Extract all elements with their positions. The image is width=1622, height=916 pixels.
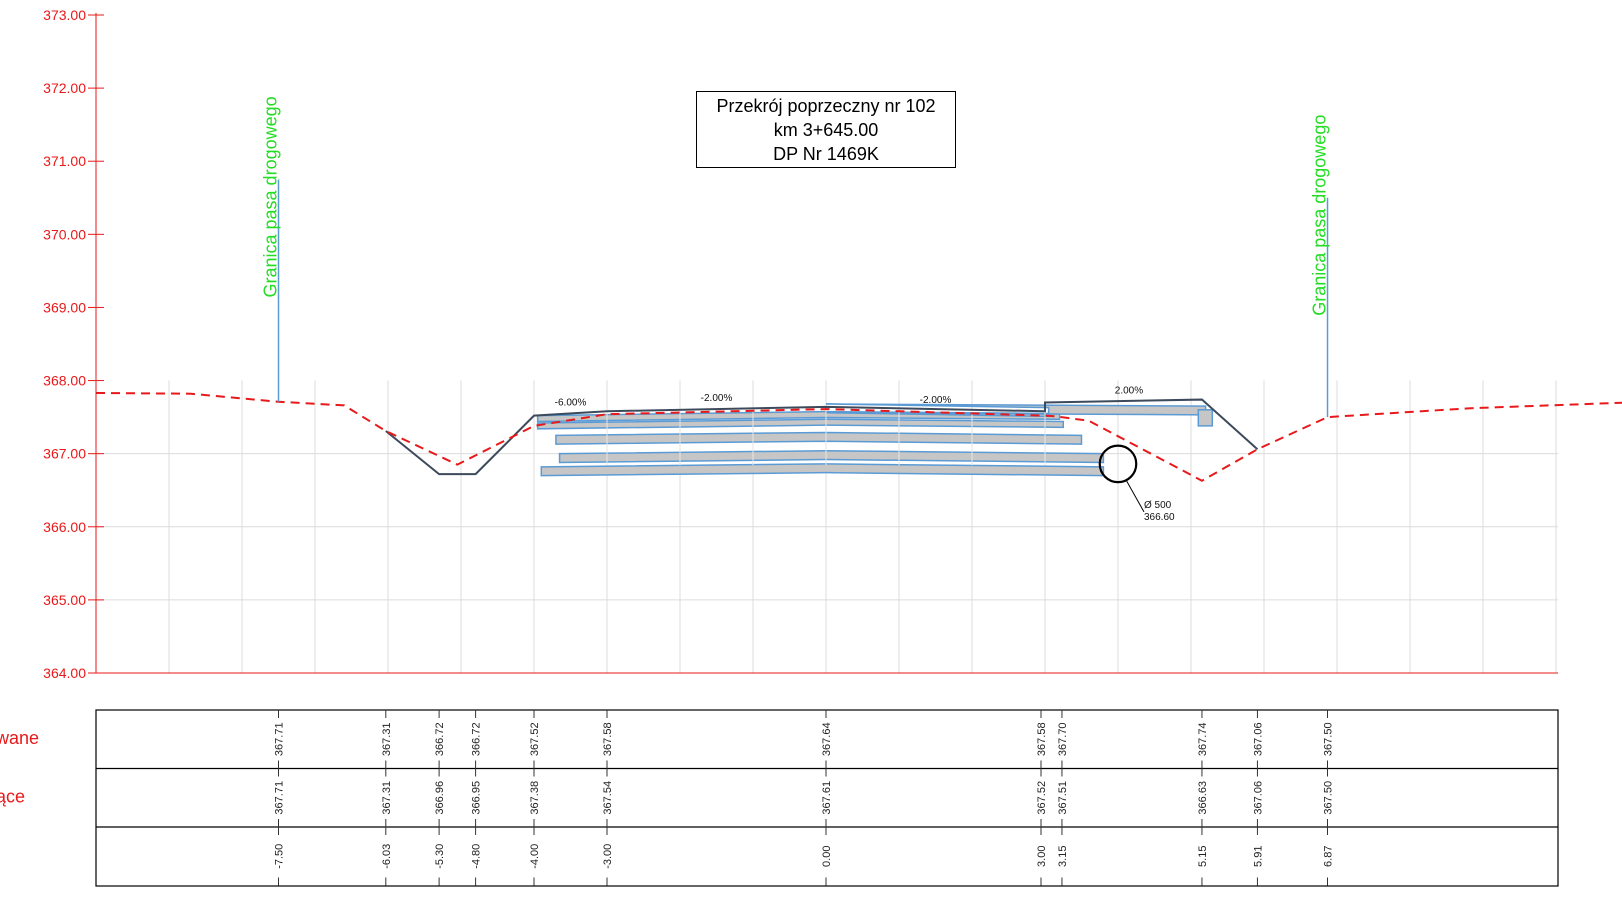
table-value: 367.71	[274, 722, 286, 756]
y-tick-label: 369.00	[43, 299, 86, 315]
table-value: 367.06	[1252, 722, 1264, 756]
pavement-layers	[536, 403, 1214, 477]
table-value: -7.50	[274, 844, 286, 869]
table-value: 3.00	[1036, 846, 1048, 867]
y-tick-label: 373.00	[43, 7, 86, 23]
y-tick-label: 370.00	[43, 226, 86, 242]
table-value: -4.00	[529, 844, 541, 869]
slope-label: -6.00%	[555, 397, 587, 408]
table-value: 366.96	[434, 781, 446, 815]
section-title-box: Przekrój poprzeczny nr 102 km 3+645.00 D…	[696, 91, 956, 168]
table-value: 367.38	[529, 781, 541, 815]
table-frame	[95, 709, 1559, 887]
table-value: 5.91	[1252, 846, 1264, 867]
table-value: -4.80	[471, 844, 483, 869]
table-value: 367.54	[602, 781, 614, 815]
y-tick-label: 367.00	[43, 446, 86, 462]
existing-terrain	[95, 391, 1622, 482]
design-profile	[385, 398, 1259, 476]
annotations: -6.00% -2.00% -2.00% 2.00% Granica pasa drog…	[261, 96, 1330, 523]
y-axis: 373.00 372.00 371.00 370.00 369.00 368.00 367.…	[43, 7, 1558, 681]
road-boundary-label: Granica pasa drogowego	[1310, 115, 1330, 316]
table-value: 367.74	[1197, 722, 1209, 756]
section-title-line1: Przekrój poprzeczny nr 102	[716, 96, 936, 116]
y-tick-label: 372.00	[43, 80, 86, 96]
road-number: DP Nr 1469K	[773, 144, 879, 164]
table-value: -5.30	[434, 844, 446, 869]
table-value: 367.64	[821, 722, 833, 756]
table-value: 366.95	[471, 781, 483, 815]
table-value: 367.31	[381, 722, 393, 756]
table-value: 366.63	[1197, 781, 1209, 815]
data-table: wane 367.71 367.31 366.72 366.72 367.52 367.58…	[0, 709, 1559, 887]
table-value: 0.00	[821, 846, 833, 867]
slope-label: -2.00%	[920, 395, 952, 406]
table-value: -6.03	[381, 844, 393, 869]
y-tick-label: 368.00	[43, 373, 86, 389]
kerb-block	[1197, 409, 1214, 427]
table-value: 367.06	[1252, 781, 1264, 815]
table-value: 367.50	[1323, 781, 1335, 815]
slope-label: -2.00%	[701, 393, 733, 404]
table-value: 366.72	[471, 722, 483, 756]
y-tick-label: 371.00	[43, 153, 86, 169]
table-value: 366.72	[434, 722, 446, 756]
table-value: 367.52	[529, 722, 541, 756]
table-row-label: ące	[0, 787, 25, 807]
y-tick-label: 365.00	[43, 592, 86, 608]
pipe-diameter-label: Ø 500	[1144, 500, 1172, 511]
table-value: 367.71	[274, 781, 286, 815]
y-tick-label: 366.00	[43, 519, 86, 535]
table-value: 367.50	[1323, 722, 1335, 756]
pipe-leader	[1125, 479, 1145, 513]
design-line	[385, 398, 1259, 476]
pipe-circle	[1098, 444, 1138, 484]
section-chainage: km 3+645.00	[773, 120, 879, 140]
table-value: 367.51	[1057, 781, 1069, 815]
table-value: -3.00	[602, 844, 614, 869]
pipe-elevation-label: 366.60	[1144, 512, 1175, 523]
pavement-layer	[555, 431, 1083, 445]
pavement-layer	[558, 449, 1105, 464]
table-value: 367.70	[1057, 722, 1069, 756]
pavement-layer	[540, 463, 1105, 477]
table-value: 367.58	[602, 722, 614, 756]
y-tick-label: 364.00	[43, 665, 86, 681]
table-value: 3.15	[1057, 846, 1069, 867]
road-boundary-label: Granica pasa drogowego	[261, 96, 281, 297]
slope-label: 2.00%	[1115, 386, 1143, 397]
table-value: 367.52	[1036, 781, 1048, 815]
table-value: 367.31	[381, 781, 393, 815]
table-value: 6.87	[1323, 846, 1335, 867]
terrain-line	[95, 391, 1622, 482]
table-value: 367.61	[821, 781, 833, 815]
table-value: 5.15	[1197, 846, 1209, 867]
table-row-label: wane	[0, 728, 39, 748]
table-value: 367.58	[1036, 722, 1048, 756]
